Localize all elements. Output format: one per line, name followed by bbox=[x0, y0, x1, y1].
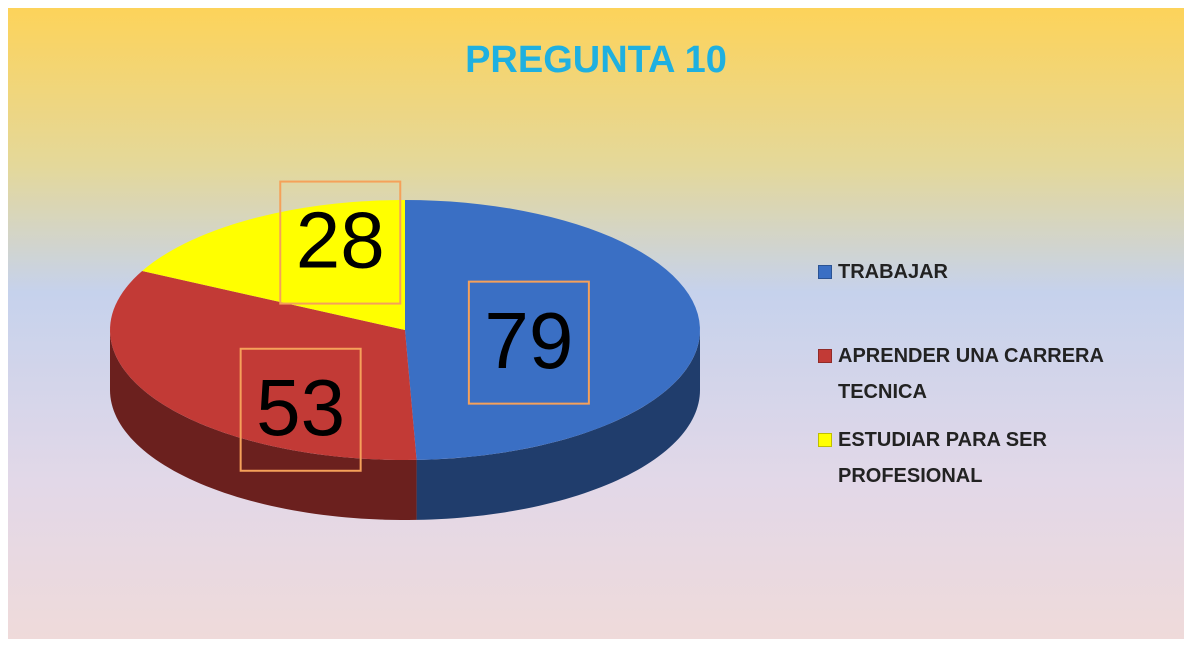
pie-slice bbox=[110, 270, 417, 460]
legend-item: TRABAJAR bbox=[818, 254, 1178, 290]
legend-swatch bbox=[818, 349, 832, 363]
data-label-box bbox=[239, 347, 362, 472]
legend-swatch bbox=[818, 433, 832, 447]
chart-title: PREGUNTA 10 bbox=[465, 39, 727, 81]
legend-swatch bbox=[818, 265, 832, 279]
data-label: 79 bbox=[484, 296, 573, 385]
legend-label: ESTUDIAR PARA SER PROFESIONAL bbox=[838, 429, 1047, 487]
pie-slice bbox=[142, 200, 405, 330]
legend-item: APRENDER UNA CARRERA TECNICA bbox=[818, 338, 1178, 410]
pie-slice bbox=[405, 200, 700, 460]
pie-side bbox=[416, 330, 700, 520]
legend-label: TRABAJAR bbox=[838, 261, 948, 283]
data-label-box bbox=[279, 180, 402, 305]
data-label: 53 bbox=[256, 363, 345, 452]
legend: TRABAJAR APRENDER UNA CARRERA TECNICA ESTU… bbox=[818, 254, 1178, 506]
legend-label: APRENDER UNA CARRERA TECNICA bbox=[838, 345, 1104, 403]
data-label-box bbox=[467, 280, 590, 405]
legend-item: ESTUDIAR PARA SER PROFESIONAL bbox=[818, 422, 1178, 494]
pie-side bbox=[110, 330, 417, 520]
data-label: 28 bbox=[296, 196, 385, 285]
